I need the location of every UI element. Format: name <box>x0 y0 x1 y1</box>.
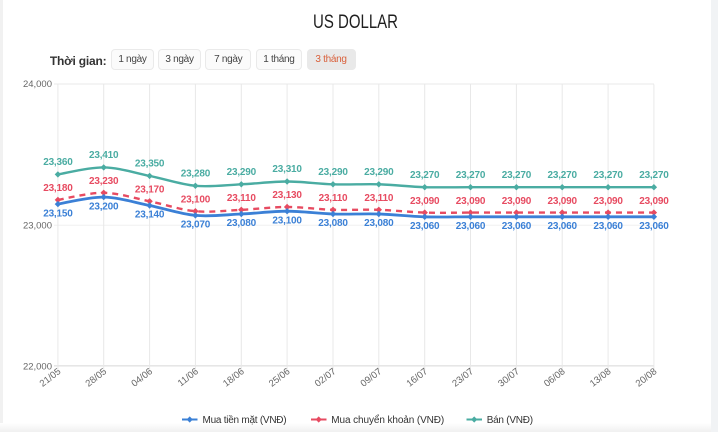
svg-text:16/07: 16/07 <box>405 366 431 389</box>
svg-text:23,090: 23,090 <box>410 196 440 207</box>
svg-text:US DOLLAR: US DOLLAR <box>313 11 398 33</box>
svg-text:23,230: 23,230 <box>89 176 119 187</box>
svg-text:18/06: 18/06 <box>221 366 247 389</box>
svg-text:23,410: 23,410 <box>89 150 119 161</box>
svg-text:23,090: 23,090 <box>639 196 669 207</box>
svg-text:23,270: 23,270 <box>593 170 623 181</box>
svg-text:20/08: 20/08 <box>634 366 660 389</box>
svg-text:06/08: 06/08 <box>542 366 568 389</box>
svg-text:02/07: 02/07 <box>313 366 339 389</box>
svg-text:09/07: 09/07 <box>359 366 385 389</box>
svg-text:23/07: 23/07 <box>450 366 476 389</box>
svg-text:23,350: 23,350 <box>135 159 165 170</box>
svg-text:23,060: 23,060 <box>502 221 532 232</box>
svg-text:25/06: 25/06 <box>267 366 293 389</box>
svg-text:23,060: 23,060 <box>456 221 486 232</box>
svg-text:Bán (VNĐ): Bán (VNĐ) <box>487 415 533 426</box>
svg-text:23,060: 23,060 <box>548 221 578 232</box>
svg-text:23,170: 23,170 <box>135 185 165 196</box>
svg-text:30/07: 30/07 <box>496 366 522 389</box>
svg-text:23,080: 23,080 <box>318 218 348 229</box>
svg-text:23,090: 23,090 <box>502 196 532 207</box>
svg-text:23,290: 23,290 <box>227 167 257 178</box>
svg-text:23,060: 23,060 <box>639 221 669 232</box>
svg-text:23,090: 23,090 <box>456 196 486 207</box>
svg-text:Mua tiền mặt (VNĐ): Mua tiền mặt (VNĐ) <box>203 414 287 426</box>
svg-text:23,060: 23,060 <box>410 221 440 232</box>
svg-text:23,290: 23,290 <box>318 167 348 178</box>
svg-text:23,060: 23,060 <box>593 221 623 232</box>
svg-text:23,090: 23,090 <box>593 196 623 207</box>
svg-text:Mua chuyển khoản (VNĐ): Mua chuyển khoản (VNĐ) <box>331 414 444 426</box>
svg-text:11/06: 11/06 <box>176 366 201 389</box>
svg-text:23,270: 23,270 <box>502 170 532 181</box>
svg-text:23,090: 23,090 <box>548 196 578 207</box>
svg-text:04/06: 04/06 <box>129 366 155 389</box>
svg-text:22,000: 22,000 <box>23 362 52 373</box>
svg-text:23,130: 23,130 <box>272 190 302 201</box>
svg-text:23,000: 23,000 <box>23 220 52 231</box>
svg-text:23,140: 23,140 <box>135 210 165 221</box>
svg-text:23,080: 23,080 <box>364 218 394 229</box>
svg-text:23,360: 23,360 <box>43 157 73 168</box>
svg-text:23,110: 23,110 <box>319 193 348 204</box>
svg-text:24,000: 24,000 <box>23 79 52 90</box>
svg-text:23,150: 23,150 <box>43 208 73 219</box>
svg-text:13/08: 13/08 <box>588 366 614 389</box>
svg-text:23,200: 23,200 <box>89 201 119 212</box>
svg-text:23,270: 23,270 <box>410 170 440 181</box>
svg-text:23,100: 23,100 <box>272 215 302 226</box>
svg-text:23,270: 23,270 <box>456 170 486 181</box>
svg-text:28/05: 28/05 <box>84 366 110 389</box>
svg-text:23,110: 23,110 <box>227 193 256 204</box>
svg-text:23,100: 23,100 <box>181 194 211 205</box>
svg-text:23,290: 23,290 <box>364 167 394 178</box>
svg-text:23,270: 23,270 <box>639 170 669 181</box>
svg-text:23,270: 23,270 <box>548 170 578 181</box>
svg-text:23,110: 23,110 <box>364 193 393 204</box>
svg-text:23,070: 23,070 <box>181 220 211 231</box>
svg-text:23,080: 23,080 <box>227 218 257 229</box>
svg-text:23,280: 23,280 <box>181 169 211 180</box>
svg-text:23,310: 23,310 <box>272 164 302 175</box>
svg-text:23,180: 23,180 <box>43 183 73 194</box>
